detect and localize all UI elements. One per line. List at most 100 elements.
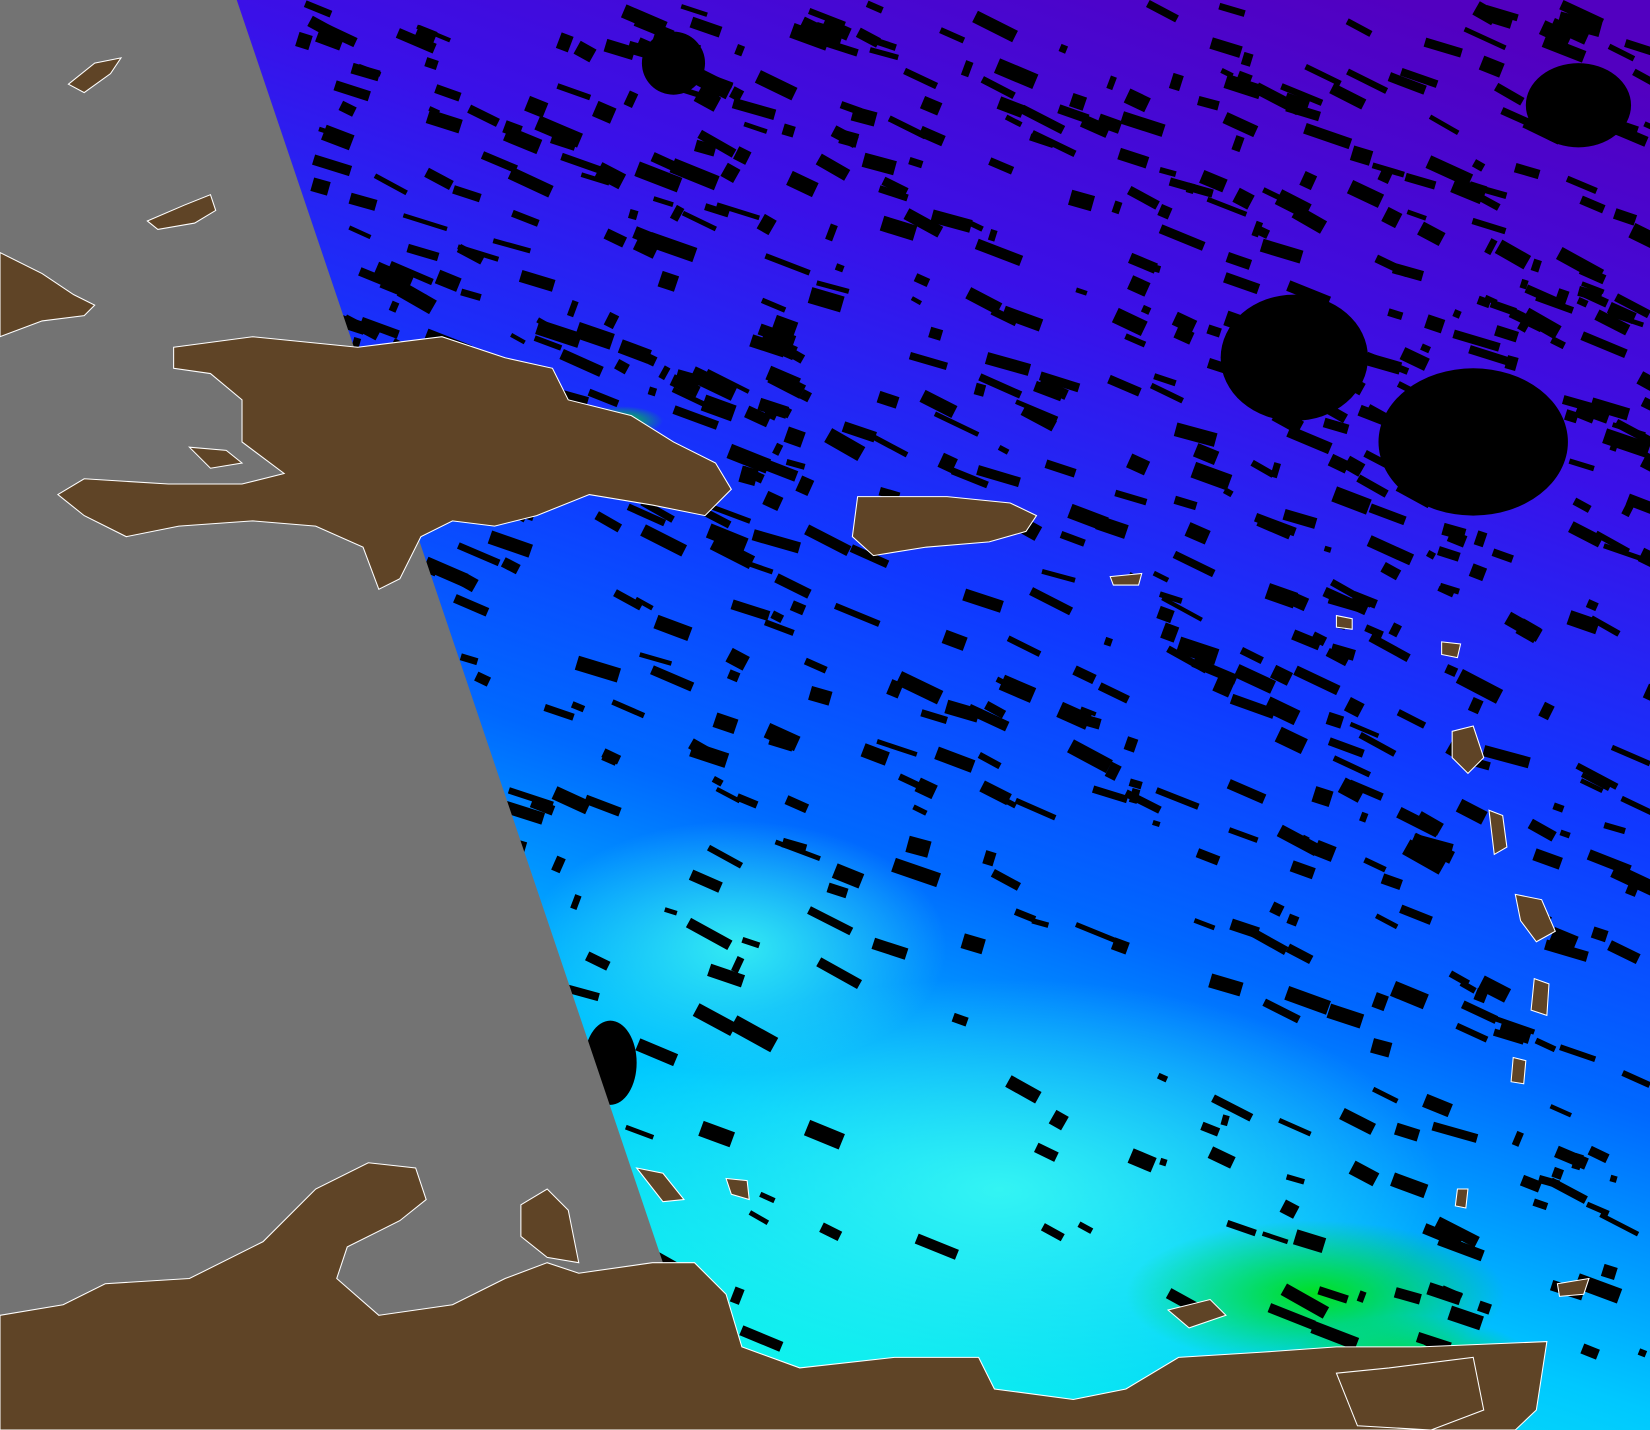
cloud-patch [786, 170, 819, 198]
cloud-patch [1439, 582, 1460, 595]
cloud-patch [1402, 839, 1447, 875]
cloud-patch [808, 8, 846, 28]
cloud-patch [1554, 288, 1570, 307]
cloud-patch [1103, 636, 1113, 647]
cloud-patch [1343, 696, 1365, 718]
cloud-patch [1015, 399, 1059, 422]
cloud-patch [693, 86, 722, 112]
cloud-patch [338, 100, 357, 117]
cloud-patch [1477, 975, 1512, 1003]
cloud-patch [1072, 665, 1097, 685]
cloud-patch [574, 322, 615, 350]
cloud-patch [1192, 443, 1220, 465]
cloud-patch [555, 32, 574, 53]
cloud-patch [348, 225, 372, 240]
cloud-patch [1111, 307, 1148, 336]
cloud-patch [524, 95, 549, 118]
cloud-patch [898, 773, 924, 790]
cloud-patch [1005, 1075, 1042, 1104]
cloud-patch [1579, 778, 1604, 793]
cloud-patch [704, 203, 730, 218]
cloud-patch [730, 599, 771, 621]
cloud-patch [1269, 901, 1285, 917]
cloud-patch [315, 28, 345, 51]
cloud-patch [987, 228, 998, 242]
cloud-patch [680, 4, 708, 17]
cloud-patch [1031, 918, 1050, 928]
cloud-patch [533, 335, 563, 351]
cloud-patch [1378, 368, 1568, 516]
cloud-patch [876, 739, 918, 757]
cloud-patch [1259, 238, 1304, 264]
cloud-patch [657, 270, 680, 292]
cloud-patch [1190, 461, 1233, 491]
cloud-patch [795, 475, 815, 497]
cloud-patch [1048, 1109, 1069, 1131]
cloud-patch [1172, 550, 1216, 578]
cloud-patch [1159, 167, 1177, 177]
cloud-patch [1079, 114, 1111, 138]
cloud-patch [1578, 264, 1607, 285]
cloud-patch [1527, 818, 1557, 842]
cloud-patch [566, 984, 600, 1002]
cloud-patch [1585, 599, 1599, 612]
cloud-patch [1639, 452, 1650, 479]
cloud-patch [456, 243, 485, 265]
cloud-patch [903, 208, 944, 238]
cloud-patch [1568, 458, 1595, 472]
cloud-patch [1156, 605, 1175, 624]
cloud-patch [1191, 657, 1239, 685]
cloud-patch [1140, 304, 1152, 315]
cloud-patch [803, 657, 828, 674]
cloud-patch [1590, 926, 1609, 943]
cloud-patch [1511, 1130, 1524, 1147]
cloud-patch [551, 855, 566, 874]
land-island [67, 57, 123, 94]
cloud-patch [748, 1210, 770, 1225]
cloud-patch [603, 38, 636, 60]
cloud-patch [1211, 1094, 1254, 1122]
cloud-patch [1620, 795, 1650, 822]
cloud-patch [1422, 1223, 1463, 1249]
cloud-patch [891, 857, 941, 888]
cloud-patch [1493, 1015, 1536, 1035]
cloud-patch [624, 1124, 655, 1140]
cloud-patch [1581, 281, 1605, 294]
cloud-patch [1371, 162, 1405, 178]
cloud-patch [434, 269, 462, 292]
cloud-patch [1197, 95, 1220, 111]
cloud-patch [1484, 8, 1514, 29]
cloud-patch [834, 263, 845, 273]
cloud-patch [830, 125, 859, 148]
cloud-patch [1580, 1343, 1600, 1360]
cloud-patch [1074, 922, 1117, 944]
cloud-patch [1173, 422, 1218, 447]
cloud-patch [1566, 610, 1601, 635]
cloud-patch [1250, 459, 1275, 478]
cloud-patch [1283, 92, 1311, 114]
cloud-patch [1004, 114, 1023, 128]
cloud-patch [1565, 175, 1598, 195]
cloud-patch [321, 124, 355, 151]
cloud-patch [559, 349, 604, 377]
cloud-patch [982, 850, 997, 867]
cloud-patch [1157, 203, 1173, 220]
cloud-patch [1358, 731, 1397, 757]
cloud-patch [1399, 68, 1439, 88]
cloud-patch [492, 238, 532, 254]
cloud-patch [804, 524, 852, 557]
cloud-patch [1517, 320, 1530, 333]
cloud-patch [1371, 992, 1389, 1012]
cloud-patch [1568, 521, 1604, 548]
cloud-patch [760, 297, 787, 313]
cloud-patch [1381, 206, 1403, 229]
cloud-patch [1357, 404, 1390, 427]
cloud-patch [534, 115, 583, 148]
cloud-patch [1538, 20, 1573, 47]
cloud-patch [333, 80, 371, 102]
cloud-patch [781, 123, 796, 138]
cloud-patch [860, 743, 890, 766]
cloud-patch [1624, 39, 1650, 61]
cloud-patch [1614, 419, 1650, 448]
cloud-patch [1548, 927, 1579, 953]
